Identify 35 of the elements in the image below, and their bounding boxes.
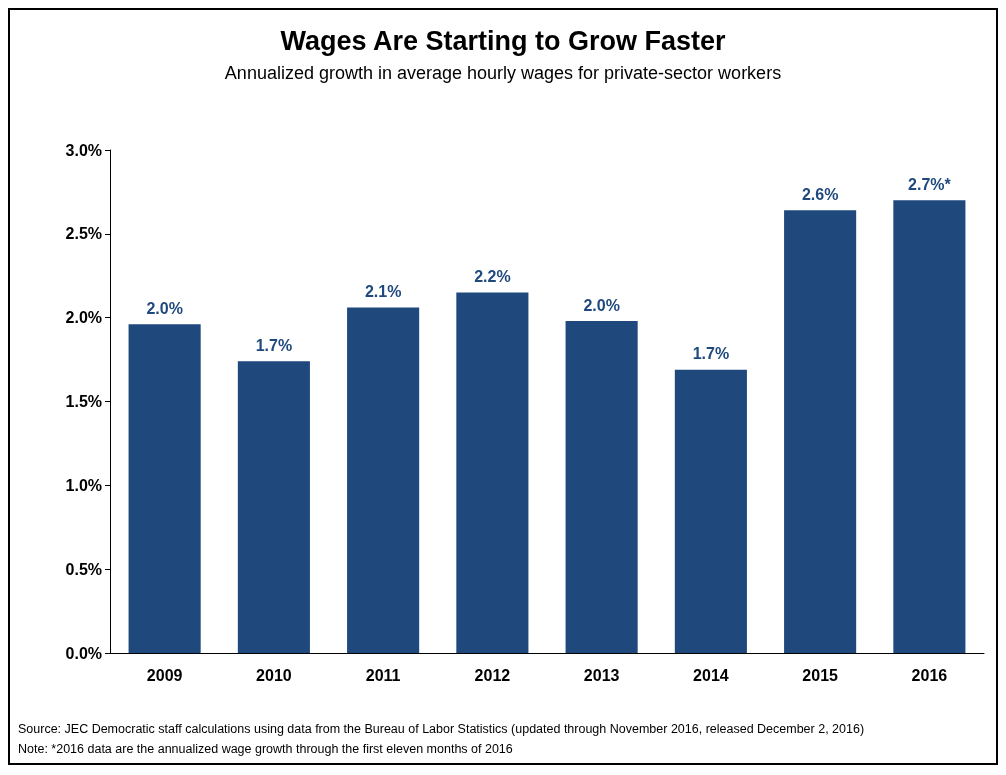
y-tick-label: 1.5% <box>65 393 102 410</box>
data-label: 2.0% <box>146 299 183 317</box>
source-note: Source: JEC Democratic staff calculations using data from the Bureau of Labor Statistics (updated through November 2016, released December 2, 2016) <box>18 721 865 736</box>
x-tick-label: 2010 <box>256 666 292 684</box>
bar <box>347 307 420 653</box>
x-tick-label: 2011 <box>365 666 401 684</box>
y-tick-label: 0.0% <box>65 644 102 662</box>
chart-subtitle: Annualized growth in average hourly wages for private-sector workers <box>224 63 782 83</box>
data-label: 1.7% <box>255 336 293 354</box>
x-tick-label: 2012 <box>474 666 511 684</box>
x-tick-label: 2016 <box>911 666 948 684</box>
bar <box>128 324 201 653</box>
data-label: 2.6% <box>801 185 839 203</box>
y-tick-label: 2.0% <box>65 309 102 327</box>
x-tick-label: 2013 <box>583 666 620 684</box>
bar <box>565 321 638 653</box>
data-label: 2.0% <box>583 296 620 314</box>
bar <box>456 292 529 653</box>
bar <box>674 369 747 653</box>
data-label: 2.2% <box>474 268 511 286</box>
bar <box>784 210 857 653</box>
bar <box>893 200 966 653</box>
x-tick-label: 2009 <box>146 666 183 684</box>
x-tick-label: 2015 <box>802 666 839 684</box>
data-label: 2.1% <box>364 283 402 301</box>
data-label: 2.7%* <box>908 175 952 193</box>
y-tick-label: 2.5% <box>65 225 102 243</box>
y-tick-label: 0.5% <box>65 560 102 578</box>
text: Note: *2016 data are the annualized wage growth through the first eleven months of 2016 <box>18 741 513 756</box>
bar <box>237 361 310 653</box>
x-tick-label: 2014 <box>693 666 729 684</box>
y-tick-label: 1.0% <box>65 476 102 494</box>
y-tick-label: 3.0% <box>65 141 102 159</box>
data-label: 1.7% <box>692 345 730 363</box>
chart-title: Wages Are Starting to Grow Faster <box>280 25 727 56</box>
